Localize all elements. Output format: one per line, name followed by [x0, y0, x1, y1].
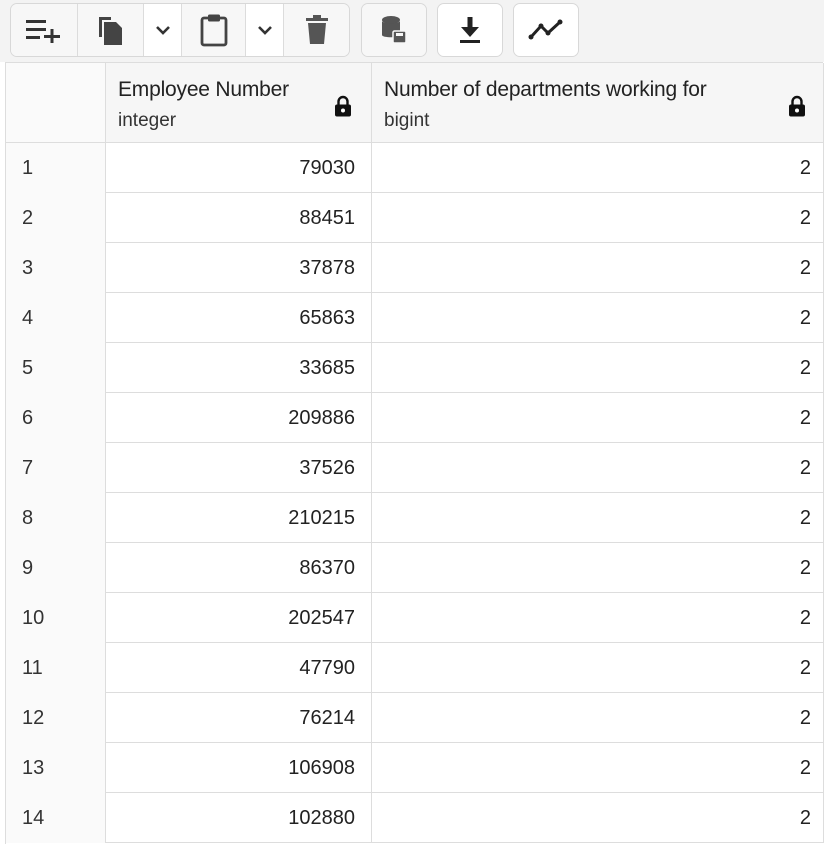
departments-count-cell[interactable]: 2 [372, 693, 824, 743]
lock-icon [334, 95, 352, 122]
departments-count-cell[interactable]: 2 [372, 493, 824, 543]
row-number-cell[interactable]: 11 [6, 643, 106, 693]
edit-button-group [10, 3, 350, 57]
copy-options-dropdown[interactable] [144, 4, 182, 56]
row-number-cell[interactable]: 7 [6, 443, 106, 493]
table-row[interactable]: 1 79030 2 [6, 143, 824, 193]
employee-number-cell[interactable]: 37526 [106, 443, 372, 493]
row-number-cell[interactable]: 10 [6, 593, 106, 643]
table-row[interactable]: 6 209886 2 [6, 393, 824, 443]
download-icon [457, 15, 483, 45]
chevron-down-icon [155, 24, 171, 36]
column-name: Employee Number [118, 78, 289, 101]
row-number-cell[interactable]: 3 [6, 243, 106, 293]
employee-number-cell[interactable]: 210215 [106, 493, 372, 543]
departments-count-cell[interactable]: 2 [372, 443, 824, 493]
delete-icon [304, 14, 330, 46]
table-row[interactable]: 14 102880 2 [6, 793, 824, 843]
employee-number-cell[interactable]: 88451 [106, 193, 372, 243]
row-number-cell[interactable]: 9 [6, 543, 106, 593]
table-row[interactable]: 9 86370 2 [6, 543, 824, 593]
grid-rows: 1 79030 2 2 88451 2 3 37878 2 4 65863 2 5 33685 2 6 2098… [6, 143, 824, 843]
row-number-cell[interactable]: 6 [6, 393, 106, 443]
departments-count-cell[interactable]: 2 [372, 343, 824, 393]
table-row[interactable]: 3 37878 2 [6, 243, 824, 293]
download-button[interactable] [438, 4, 502, 56]
row-number-header[interactable] [6, 63, 106, 143]
employee-number-cell[interactable]: 47790 [106, 643, 372, 693]
departments-count-cell[interactable]: 2 [372, 243, 824, 293]
employee-number-cell[interactable]: 86370 [106, 543, 372, 593]
employee-number-cell[interactable]: 65863 [106, 293, 372, 343]
save-button-group [361, 3, 427, 57]
column-type: integer [118, 110, 177, 131]
copy-button[interactable] [78, 4, 144, 56]
departments-count-cell[interactable]: 2 [372, 643, 824, 693]
departments-count-cell[interactable]: 2 [372, 143, 824, 193]
table-row[interactable]: 7 37526 2 [6, 443, 824, 493]
column-header-departments[interactable]: Number of departments working for bigint [372, 63, 824, 143]
column-name: Number of departments working for [384, 78, 707, 101]
departments-count-cell[interactable]: 2 [372, 543, 824, 593]
table-row[interactable]: 2 88451 2 [6, 193, 824, 243]
paste-options-dropdown[interactable] [246, 4, 284, 56]
graph-visualiser-button[interactable] [514, 4, 578, 56]
employee-number-cell[interactable]: 209886 [106, 393, 372, 443]
departments-count-cell[interactable]: 2 [372, 193, 824, 243]
add-row-button[interactable] [11, 4, 78, 56]
paste-icon [199, 13, 229, 47]
graph-button-group [513, 3, 579, 57]
departments-count-cell[interactable]: 2 [372, 393, 824, 443]
row-number-cell[interactable]: 14 [6, 793, 106, 843]
row-number-cell[interactable]: 5 [6, 343, 106, 393]
column-header-employee-number[interactable]: Employee Number integer [106, 63, 372, 143]
table-row[interactable]: 10 202547 2 [6, 593, 824, 643]
results-toolbar [0, 0, 824, 62]
lock-icon [788, 95, 806, 122]
paste-button[interactable] [182, 4, 246, 56]
column-type: bigint [384, 110, 430, 131]
employee-number-cell[interactable]: 202547 [106, 593, 372, 643]
table-row[interactable]: 13 106908 2 [6, 743, 824, 793]
employee-number-cell[interactable]: 37878 [106, 243, 372, 293]
add-row-icon [24, 17, 64, 43]
table-row[interactable]: 8 210215 2 [6, 493, 824, 543]
row-number-cell[interactable]: 1 [6, 143, 106, 193]
table-row[interactable]: 5 33685 2 [6, 343, 824, 393]
line-chart-icon [528, 18, 564, 42]
table-row[interactable]: 12 76214 2 [6, 693, 824, 743]
departments-count-cell[interactable]: 2 [372, 743, 824, 793]
departments-count-cell[interactable]: 2 [372, 593, 824, 643]
departments-count-cell[interactable]: 2 [372, 293, 824, 343]
save-data-button[interactable] [362, 4, 426, 56]
chevron-down-icon [257, 24, 273, 36]
row-number-cell[interactable]: 4 [6, 293, 106, 343]
results-grid: Employee Number integer Number of depart… [5, 62, 824, 844]
row-number-cell[interactable]: 8 [6, 493, 106, 543]
employee-number-cell[interactable]: 102880 [106, 793, 372, 843]
save-data-icon [379, 14, 409, 46]
employee-number-cell[interactable]: 76214 [106, 693, 372, 743]
copy-icon [95, 13, 127, 47]
table-row[interactable]: 4 65863 2 [6, 293, 824, 343]
delete-button[interactable] [284, 4, 349, 56]
row-number-cell[interactable]: 2 [6, 193, 106, 243]
employee-number-cell[interactable]: 106908 [106, 743, 372, 793]
table-row[interactable]: 11 47790 2 [6, 643, 824, 693]
departments-count-cell[interactable]: 2 [372, 793, 824, 843]
employee-number-cell[interactable]: 33685 [106, 343, 372, 393]
employee-number-cell[interactable]: 79030 [106, 143, 372, 193]
row-number-cell[interactable]: 13 [6, 743, 106, 793]
download-button-group [437, 3, 503, 57]
row-number-cell[interactable]: 12 [6, 693, 106, 743]
